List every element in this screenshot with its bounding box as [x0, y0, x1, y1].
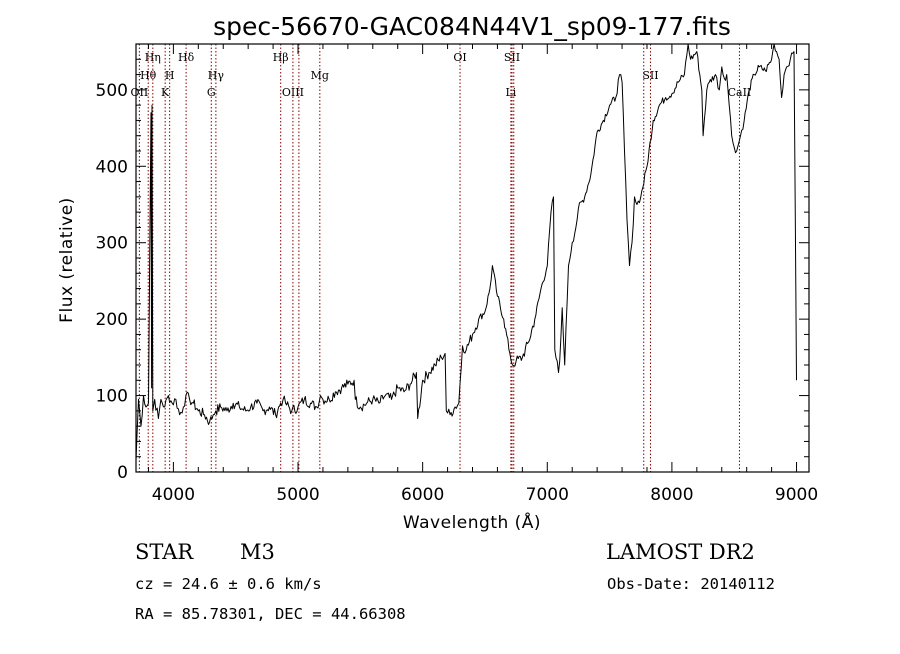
y-tick-label: 500 — [96, 81, 128, 101]
line-label: Hη — [145, 51, 161, 64]
line-label: Li — [505, 86, 516, 99]
y-tick-label: 300 — [96, 234, 128, 254]
line-label: K — [161, 86, 170, 99]
y-tick-label: 100 — [96, 387, 128, 407]
object-class: STAR — [135, 540, 194, 564]
x-axis-label: Wavelength (Å) — [403, 511, 541, 533]
line-label: Hθ — [140, 69, 157, 82]
survey-name: LAMOST DR2 — [606, 540, 755, 564]
redshift-velocity: cz = 24.6 ± 0.6 km/s — [135, 575, 322, 593]
line-label: Hβ — [273, 51, 289, 64]
x-axis: 4000 5000 6000 7000 8000 9000 — [147, 44, 818, 505]
y-tick-label: 400 — [96, 157, 128, 177]
y-tick-label: 200 — [96, 310, 128, 330]
line-label: CaII — [728, 86, 752, 99]
y-tick-label: 0 — [117, 463, 128, 483]
line-label: SII — [642, 69, 658, 82]
line-label: H — [165, 69, 175, 82]
line-label: Hδ — [178, 51, 195, 64]
line-label: G — [207, 86, 216, 99]
y-axis: 0 100 200 300 400 500 — [96, 58, 809, 483]
sky-coordinates: RA = 85.78301, DEC = 44.66308 — [135, 605, 406, 623]
x-tick-label: 4000 — [152, 485, 195, 505]
x-tick-label: 5000 — [276, 485, 319, 505]
x-tick-label: 8000 — [650, 485, 693, 505]
spectrum-series — [135, 43, 797, 461]
line-label: OIII — [282, 86, 304, 99]
observation-date: Obs-Date: 20140112 — [607, 575, 775, 593]
x-tick-label: 9000 — [775, 485, 818, 505]
plot-frame — [135, 43, 810, 473]
y-axis-label: Flux (relative) — [57, 197, 77, 323]
line-label: OII — [131, 86, 149, 99]
line-label: Mg — [311, 69, 329, 82]
line-label: Hγ — [208, 69, 225, 82]
spectrum-line — [135, 43, 797, 461]
chart-title: spec-56670-GAC084N44V1_sp09-177.fits — [213, 12, 731, 41]
line-label: SII — [504, 51, 520, 64]
x-tick-label: 6000 — [401, 485, 444, 505]
line-label: OI — [453, 51, 466, 64]
x-tick-label: 7000 — [526, 485, 569, 505]
object-subclass: M3 — [240, 540, 275, 564]
